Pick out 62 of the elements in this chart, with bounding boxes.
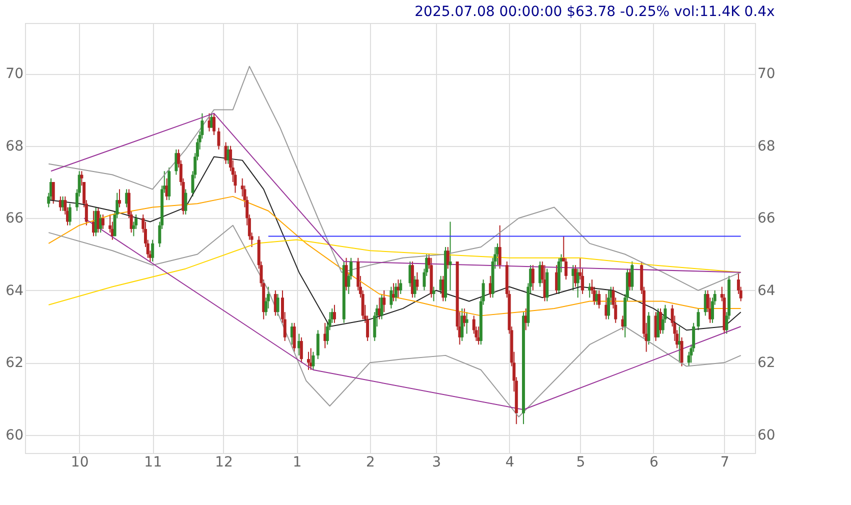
- candlestick: [564, 257, 568, 280]
- candlestick: [630, 260, 634, 291]
- candlestick: [312, 351, 315, 370]
- candlestick: [68, 203, 72, 226]
- candlestick: [101, 214, 104, 230]
- candlestick: [498, 224, 502, 270]
- candlestick: [212, 112, 216, 136]
- x-tick-label: 4: [505, 454, 514, 470]
- candlestick: [316, 330, 320, 360]
- y-tick-label: 70: [6, 66, 24, 82]
- candlestick: [382, 290, 386, 313]
- candlestick: [680, 336, 684, 367]
- chart-title: 2025.07.08 00:00:00 $63.78 -0.25% vol:11.4K 0.4x: [414, 4, 775, 20]
- y2-tick-label: 60: [758, 427, 776, 444]
- candlestick: [306, 351, 310, 370]
- candlestick: [380, 294, 384, 320]
- candlestick: [217, 127, 220, 150]
- y-tick-label: 66: [6, 210, 24, 227]
- x-tick-label: 6: [649, 454, 658, 470]
- line-series: [48, 196, 742, 316]
- candlestick: [416, 272, 419, 291]
- candlestick: [184, 188, 188, 216]
- y-tick-label: 62: [6, 355, 24, 372]
- x-tick-label: 3: [432, 454, 442, 470]
- candlestick: [696, 308, 700, 331]
- line-series: [50, 112, 742, 273]
- line-series: [48, 239, 742, 306]
- x-tick-label: 10: [70, 454, 89, 470]
- candlestick: [465, 312, 468, 334]
- x-tick-label: 1: [292, 454, 302, 470]
- candlestick: [300, 336, 303, 364]
- candlestick: [399, 279, 402, 295]
- candlestick: [276, 294, 280, 316]
- x-tick-label: 2: [366, 454, 375, 470]
- x-tick-label: 12: [215, 454, 233, 470]
- y2-tick-label: 64: [758, 282, 776, 299]
- x-tick-label: 5: [576, 454, 586, 470]
- candlestick: [432, 286, 436, 302]
- candlestick: [448, 221, 452, 291]
- y-tick-label: 68: [6, 138, 24, 154]
- candlestick: [394, 282, 398, 302]
- candlestick: [446, 246, 450, 270]
- candlestick: [462, 308, 466, 328]
- y-tick-label: 64: [6, 282, 24, 299]
- x-tick-label: 7: [720, 454, 730, 470]
- candlestick: [118, 188, 121, 208]
- candlestick: [390, 286, 393, 309]
- candlestick: [659, 308, 662, 334]
- line-series: [48, 66, 742, 291]
- y-tick-label: 60: [6, 427, 24, 444]
- y2-tick-label: 68: [758, 138, 776, 154]
- candlestick: [52, 181, 55, 204]
- candlestick: [607, 290, 610, 320]
- y2-tick-label: 62: [758, 355, 776, 372]
- candlestick: [332, 304, 336, 324]
- y2-tick-label: 70: [758, 66, 776, 82]
- candlestick: [292, 322, 296, 352]
- candlestick: [598, 290, 601, 309]
- candlestick: [151, 239, 154, 262]
- candlestick: [531, 264, 534, 291]
- y2-tick-label: 66: [758, 210, 776, 227]
- x-tick-label: 11: [144, 454, 162, 470]
